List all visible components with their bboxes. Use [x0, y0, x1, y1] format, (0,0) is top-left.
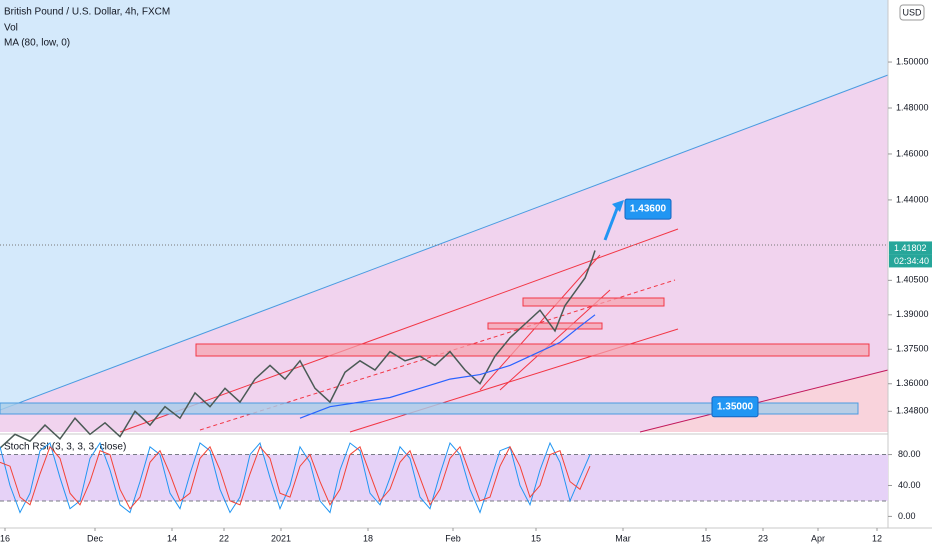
x-tick-label: 14	[167, 533, 177, 543]
osc-line	[0, 445, 591, 510]
price-tag-label: 1.41802	[894, 243, 927, 253]
y-tick-label: 1.48000	[896, 102, 929, 112]
zone-rect	[0, 402, 859, 415]
zone-rect	[487, 322, 603, 330]
trend-line	[0, 74, 889, 411]
y-tick-label: 1.44000	[896, 194, 929, 204]
y-tick-label: 1.34800	[896, 406, 929, 416]
osc-title: Stoch RSI (3, 3, 3, 3, close)	[4, 442, 126, 453]
callout-label: 1.43600	[630, 204, 667, 215]
price-tag	[889, 241, 932, 255]
x-tick-label: 16	[0, 533, 10, 543]
x-tick-label: Mar	[615, 533, 631, 543]
y-tick-label: 0.00	[898, 511, 916, 521]
osc-line	[0, 441, 591, 514]
indicator-label: Vol	[4, 23, 18, 34]
y-tick-label: 1.39000	[896, 309, 929, 319]
countdown-label: 02:34:40	[894, 256, 929, 266]
x-tick-label: Apr	[811, 533, 825, 543]
x-tick-label: Feb	[445, 533, 461, 543]
x-tick-label: 23	[758, 533, 768, 543]
zone-rect	[195, 343, 870, 357]
y-tick-label: 1.36000	[896, 378, 929, 388]
arrow	[603, 205, 620, 241]
callout-label: 1.35000	[717, 401, 754, 412]
y-tick-label: 1.46000	[896, 148, 929, 158]
series-line	[0, 250, 596, 449]
x-tick-label: Dec	[87, 533, 104, 543]
zone-rect	[522, 297, 665, 307]
arrow-head	[612, 200, 624, 212]
y-tick-label: 80.00	[898, 449, 921, 459]
currency[interactable]: USD	[902, 7, 922, 17]
channel-line	[119, 228, 679, 433]
y-tick-label: 1.50000	[896, 56, 929, 66]
x-tick-label: 2021	[271, 533, 291, 543]
series-line	[299, 314, 596, 419]
currency-badge[interactable]	[899, 4, 925, 21]
y-tick-label: 1.40500	[896, 275, 929, 285]
callout	[711, 396, 759, 418]
x-tick-label: 15	[531, 533, 541, 543]
channel-line	[499, 289, 611, 391]
countdown-tag	[889, 254, 932, 268]
indicator-label: MA (80, low, 0)	[4, 38, 70, 49]
callout	[624, 198, 672, 220]
x-tick-label: 22	[219, 533, 229, 543]
chart-title: British Pound / U.S. Dollar, 4h, FXCM	[4, 7, 170, 18]
trend-line	[639, 369, 889, 433]
x-tick-label: 15	[701, 533, 711, 543]
x-tick-label: 18	[363, 533, 373, 543]
y-tick-label: 1.37500	[896, 344, 929, 354]
y-tick-label: 40.00	[898, 480, 921, 490]
pink-zone	[0, 75, 888, 432]
x-tick-label: 12	[872, 533, 882, 543]
